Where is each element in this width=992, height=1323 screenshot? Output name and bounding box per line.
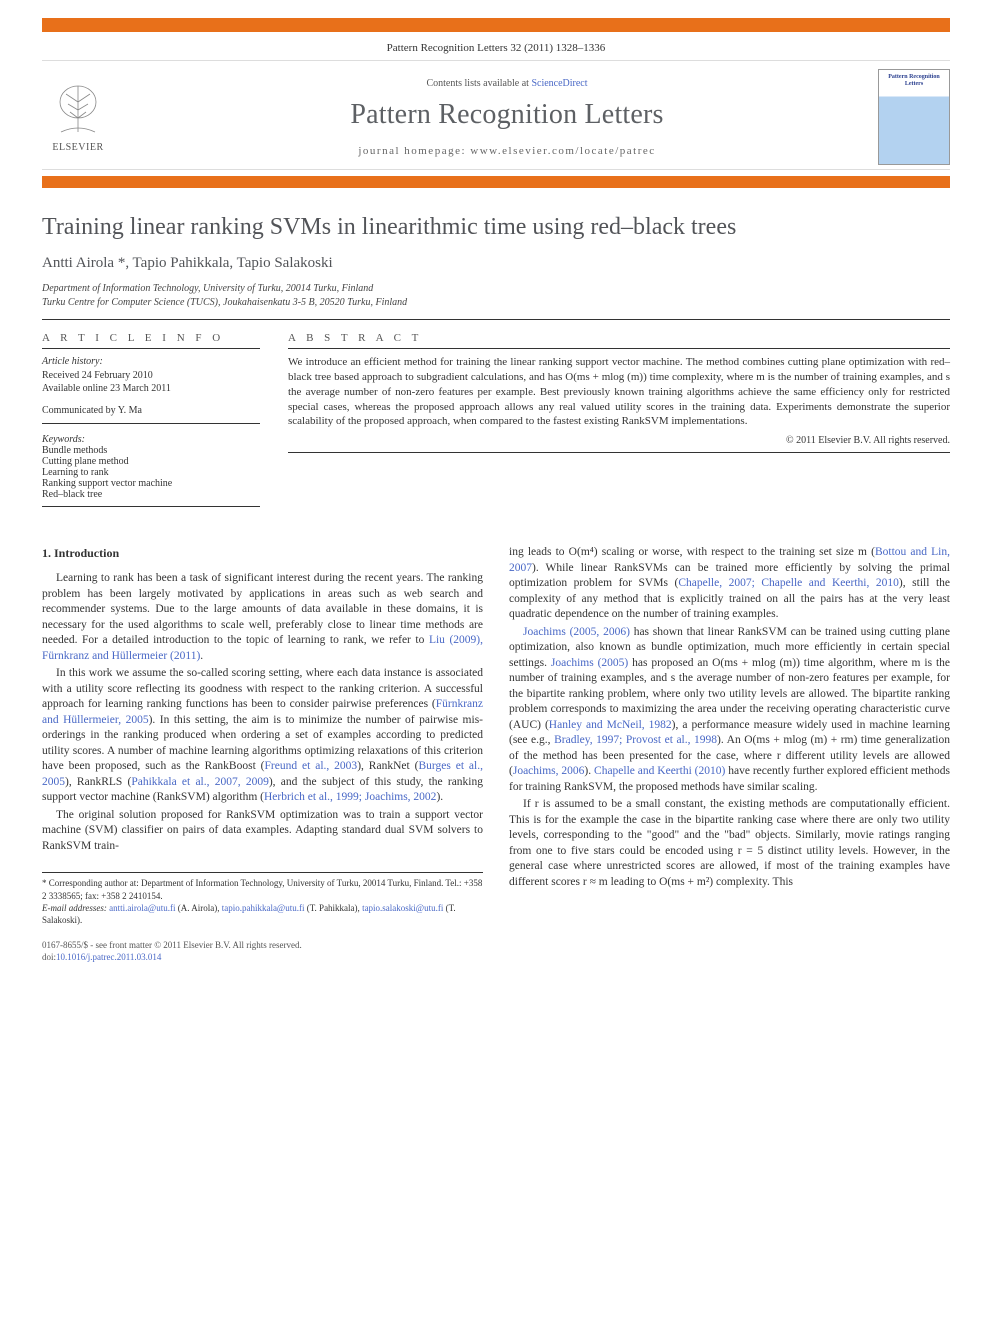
left-col: 1. Introduction Learning to rank has bee… — [42, 545, 483, 926]
lower-orange-bar — [42, 176, 950, 188]
cite[interactable]: Freund et al., 2003 — [265, 760, 358, 772]
footnotes: * Corresponding author at: Department of… — [42, 872, 483, 926]
elsevier-label: ELSEVIER — [52, 142, 103, 153]
kw1: Bundle methods — [42, 445, 260, 456]
info-abstract-row: A R T I C L E I N F O Article history: R… — [42, 326, 950, 507]
journal-cover-thumb: Pattern Recognition Letters — [878, 69, 950, 165]
cite[interactable]: Herbrich et al., 1999; Joachims, 2002 — [264, 791, 436, 803]
body-columns: 1. Introduction Learning to rank has bee… — [42, 545, 950, 926]
rule — [288, 452, 950, 453]
abstract-copyright: © 2011 Elsevier B.V. All rights reserved… — [288, 435, 950, 446]
cover-title: Pattern Recognition Letters — [883, 74, 945, 87]
article-info-label: A R T I C L E I N F O — [42, 326, 260, 348]
masthead-center: Contents lists available at ScienceDirec… — [136, 78, 878, 157]
email-link[interactable]: tapio.salakoski@utu.fi — [362, 903, 443, 913]
cite[interactable]: Joachims, 2006 — [513, 765, 585, 777]
cite[interactable]: Pahikkala et al., 2007, 2009 — [131, 776, 268, 788]
available: Available online 23 March 2011 — [42, 382, 260, 396]
contents-prefix: Contents lists available at — [426, 78, 531, 89]
article-header: Training linear ranking SVMs in linearit… — [42, 214, 950, 320]
kw4: Ranking support vector machine — [42, 478, 260, 489]
masthead: ELSEVIER Contents lists available at Sci… — [42, 61, 950, 170]
kw-hdr: Keywords: — [42, 434, 260, 445]
email-link[interactable]: tapio.pahikkala@utu.fi — [222, 903, 305, 913]
communicated: Communicated by Y. Ma — [42, 404, 260, 418]
para: ing leads to O(m⁴) scaling or worse, wit… — [509, 545, 950, 623]
top-orange-bar — [42, 18, 950, 32]
kw3: Learning to rank — [42, 467, 260, 478]
kw2: Cutting plane method — [42, 456, 260, 467]
elsevier-logo: ELSEVIER — [42, 74, 114, 160]
journal-reference: Pattern Recognition Letters 32 (2011) 13… — [42, 32, 950, 61]
email-link[interactable]: antti.airola@utu.fi — [109, 903, 175, 913]
kw5: Red–black tree — [42, 489, 260, 500]
homepage-line: journal homepage: www.elsevier.com/locat… — [136, 145, 878, 157]
cite[interactable]: Hanley and McNeil, 1982 — [549, 719, 672, 731]
para: Joachims (2005, 2006) has shown that lin… — [509, 625, 950, 796]
bottom-meta: 0167-8655/$ - see front matter © 2011 El… — [42, 940, 950, 963]
abstract-text: We introduce an efficient method for tra… — [288, 348, 950, 429]
affil-1: Department of Information Technology, Un… — [42, 282, 950, 296]
para: In this work we assume the so-called sco… — [42, 666, 483, 806]
history-block: Article history: Received 24 February 20… — [42, 348, 260, 424]
affiliations: Department of Information Technology, Un… — [42, 282, 950, 309]
authors: Antti Airola *, Tapio Pahikkala, Tapio S… — [42, 255, 950, 272]
para: Learning to rank has been a task of sign… — [42, 571, 483, 664]
cite[interactable]: Chapelle and Keerthi (2010) — [594, 765, 725, 777]
paper-title: Training linear ranking SVMs in linearit… — [42, 214, 950, 241]
affil-2: Turku Centre for Computer Science (TUCS)… — [42, 296, 950, 310]
article-info-col: A R T I C L E I N F O Article history: R… — [42, 326, 260, 507]
abstract-label: A B S T R A C T — [288, 326, 950, 348]
doi-line: doi:10.1016/j.patrec.2011.03.014 — [42, 952, 950, 964]
cite[interactable]: Joachims (2005, 2006) — [523, 626, 630, 638]
front-matter: 0167-8655/$ - see front matter © 2011 El… — [42, 940, 950, 952]
keywords-block: Keywords: Bundle methods Cutting plane m… — [42, 434, 260, 507]
cite[interactable]: Chapelle, 2007; Chapelle and Keerthi, 20… — [678, 577, 899, 589]
author-list: Antti Airola *, Tapio Pahikkala, Tapio S… — [42, 255, 333, 271]
contents-line: Contents lists available at ScienceDirec… — [136, 78, 878, 89]
doi-link[interactable]: 10.1016/j.patrec.2011.03.014 — [56, 952, 161, 962]
rule — [42, 319, 950, 320]
section-1-head: 1. Introduction — [42, 545, 483, 561]
corr-footnote: * Corresponding author at: Department of… — [42, 877, 483, 901]
journal-name: Pattern Recognition Letters — [136, 99, 878, 131]
para: The original solution proposed for RankS… — [42, 808, 483, 855]
sciencedirect-link[interactable]: ScienceDirect — [531, 78, 587, 89]
emails-label: E-mail addresses: — [42, 903, 107, 913]
right-col: ing leads to O(m⁴) scaling or worse, wit… — [509, 545, 950, 926]
para: If r is assumed to be a small constant, … — [509, 797, 950, 890]
elsevier-tree-icon — [51, 82, 105, 140]
abstract-col: A B S T R A C T We introduce an efficien… — [288, 326, 950, 507]
cite[interactable]: Joachims (2005) — [551, 657, 628, 669]
emails-footnote: E-mail addresses: antti.airola@utu.fi (A… — [42, 902, 483, 926]
cite[interactable]: Bradley, 1997; Provost et al., 1998 — [554, 734, 717, 746]
history-hdr: Article history: — [42, 355, 260, 369]
received: Received 24 February 2010 — [42, 369, 260, 383]
